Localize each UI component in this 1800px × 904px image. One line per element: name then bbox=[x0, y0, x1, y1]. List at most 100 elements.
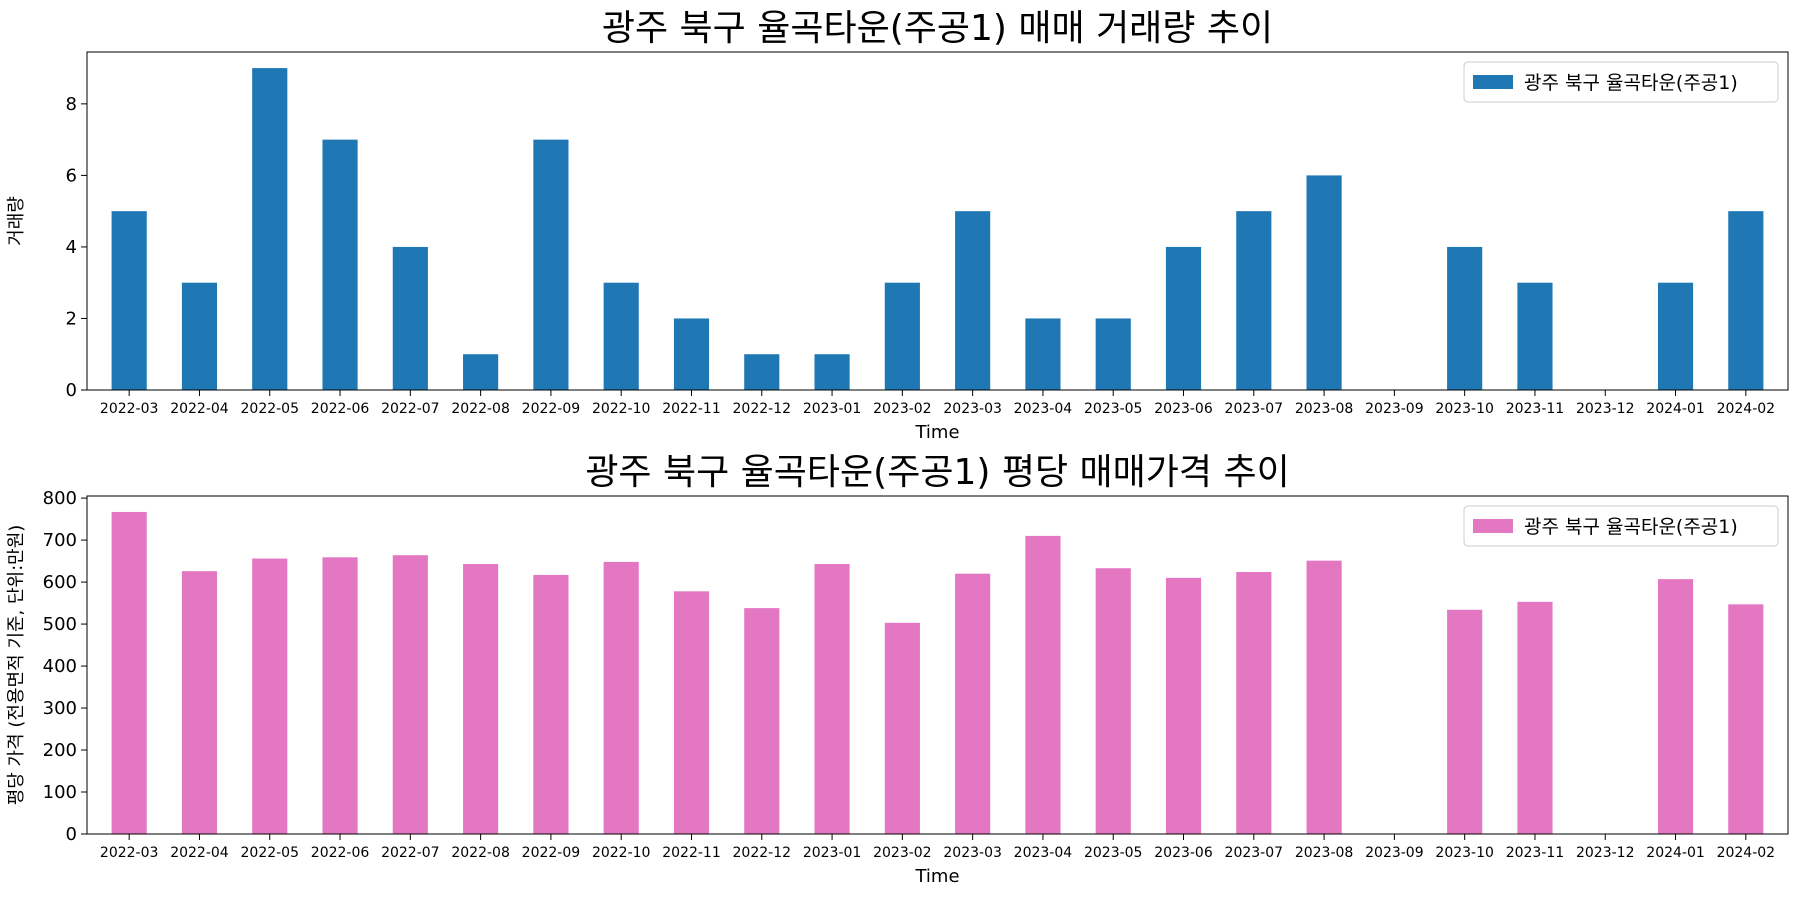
y-tick-label: 4 bbox=[66, 237, 77, 258]
x-tick-label: 2023-07 bbox=[1225, 401, 1284, 417]
bar bbox=[744, 608, 780, 834]
bar bbox=[673, 318, 710, 390]
y-tick-label: 400 bbox=[43, 656, 77, 677]
bar bbox=[533, 139, 569, 390]
bar bbox=[1095, 568, 1131, 834]
bar bbox=[1657, 282, 1694, 390]
x-tick-label: 2023-03 bbox=[943, 401, 1002, 417]
x-axis-label: Time bbox=[914, 866, 959, 887]
chart-panel-1: 광주 북구 율곡타운(주공1) 매매 거래량 추이 0 2 4 6 8 2022-03 202… bbox=[6, 8, 1789, 443]
bar bbox=[463, 564, 499, 834]
x-tick-label: 2022-08 bbox=[451, 401, 510, 417]
plot-frame bbox=[86, 495, 1789, 835]
x-tick-label: 2022-11 bbox=[662, 401, 721, 417]
x-tick-label: 2023-09 bbox=[1365, 401, 1424, 417]
bar bbox=[673, 591, 710, 834]
x-tick-label: 2023-10 bbox=[1435, 845, 1494, 861]
y-tick-label: 100 bbox=[43, 782, 77, 803]
bar bbox=[1728, 211, 1764, 390]
bar bbox=[111, 211, 147, 390]
x-tick-label: 2023-02 bbox=[873, 401, 932, 417]
chart-title: 광주 북구 율곡타운(주공1) 평당 매매가격 추이 bbox=[585, 452, 1289, 493]
x-tick-label: 2022-06 bbox=[311, 845, 370, 861]
y-tick-label: 200 bbox=[43, 740, 77, 761]
bar bbox=[1306, 175, 1342, 390]
bar bbox=[1517, 601, 1553, 834]
y-tick-label: 800 bbox=[43, 488, 77, 509]
x-tick-label: 2024-01 bbox=[1646, 401, 1705, 417]
bar bbox=[1517, 282, 1553, 390]
x-tick-label: 2022-10 bbox=[592, 845, 651, 861]
x-tick-label: 2023-02 bbox=[873, 845, 932, 861]
x-tick-label: 2024-02 bbox=[1717, 401, 1776, 417]
bar bbox=[322, 557, 358, 834]
x-tick-label: 2023-08 bbox=[1295, 845, 1354, 861]
x-tick-label: 2022-05 bbox=[241, 845, 300, 861]
legend-swatch bbox=[1473, 519, 1513, 533]
y-tick-label: 6 bbox=[66, 165, 77, 186]
x-tick-label: 2023-11 bbox=[1506, 401, 1565, 417]
x-tick-label: 2023-04 bbox=[1014, 401, 1073, 417]
bar bbox=[1095, 318, 1131, 390]
x-tick-label: 2023-12 bbox=[1576, 401, 1635, 417]
x-tick-label: 2022-03 bbox=[100, 401, 159, 417]
y-tick-label: 700 bbox=[43, 530, 77, 551]
x-tick-label: 2022-03 bbox=[100, 845, 159, 861]
x-tick-label: 2022-04 bbox=[170, 401, 229, 417]
x-tick-label: 2022-05 bbox=[241, 401, 300, 417]
bar bbox=[955, 573, 991, 834]
x-tick-label: 2024-02 bbox=[1717, 845, 1776, 861]
bar bbox=[603, 561, 639, 834]
legend-label: 광주 북구 율곡타운(주공1) bbox=[1524, 72, 1738, 94]
bar bbox=[1236, 571, 1272, 834]
x-tick-label: 2022-11 bbox=[662, 845, 721, 861]
bar bbox=[392, 555, 428, 834]
bar bbox=[111, 511, 147, 834]
bar bbox=[1236, 211, 1272, 390]
x-tick-label: 2022-09 bbox=[522, 401, 581, 417]
bar bbox=[1165, 577, 1202, 834]
legend-swatch bbox=[1473, 75, 1513, 89]
bar bbox=[814, 354, 850, 390]
chart-panel-2: 광주 북구 율곡타운(주공1) 평당 매매가격 추이 0 100 200 300 400 5… bbox=[6, 452, 1789, 887]
bar bbox=[533, 574, 569, 834]
bar bbox=[1165, 246, 1202, 390]
x-tick-label: 2023-05 bbox=[1084, 401, 1143, 417]
x-tick-label: 2023-10 bbox=[1435, 401, 1494, 417]
x-tick-label: 2023-11 bbox=[1506, 845, 1565, 861]
x-axis-label: Time bbox=[914, 422, 959, 443]
bar bbox=[955, 211, 991, 390]
plot-frame bbox=[86, 51, 1789, 391]
bar bbox=[1025, 535, 1061, 834]
x-tick-label: 2022-12 bbox=[733, 845, 792, 861]
y-tick-label: 600 bbox=[43, 572, 77, 593]
bar bbox=[744, 354, 780, 390]
x-tick-label: 2023-01 bbox=[803, 845, 862, 861]
legend-box bbox=[1463, 505, 1779, 547]
x-tick-label: 2023-09 bbox=[1365, 845, 1424, 861]
y-axis-label: 평당 가격 (전용면적 기준, 단위:만원) bbox=[6, 525, 27, 806]
x-tick-label: 2022-07 bbox=[381, 845, 440, 861]
y-tick-label: 2 bbox=[66, 308, 77, 329]
bar bbox=[884, 282, 920, 390]
x-tick-label: 2023-04 bbox=[1014, 845, 1073, 861]
bar bbox=[603, 282, 639, 390]
bar bbox=[322, 139, 358, 390]
y-tick-label: 8 bbox=[66, 94, 77, 115]
x-tick-label: 2023-05 bbox=[1084, 845, 1143, 861]
bar bbox=[1728, 604, 1764, 834]
y-tick-label: 500 bbox=[43, 614, 77, 635]
x-tick-label: 2023-01 bbox=[803, 401, 862, 417]
x-tick-label: 2022-08 bbox=[451, 845, 510, 861]
x-tick-label: 2023-06 bbox=[1154, 401, 1213, 417]
x-tick-label: 2023-06 bbox=[1154, 845, 1213, 861]
x-tick-label: 2022-07 bbox=[381, 401, 440, 417]
bar bbox=[181, 571, 218, 834]
chart-title: 광주 북구 율곡타운(주공1) 매매 거래량 추이 bbox=[602, 8, 1273, 49]
bar bbox=[884, 622, 920, 834]
legend-box bbox=[1463, 61, 1779, 103]
bar bbox=[1447, 246, 1483, 390]
legend-label: 광주 북구 율곡타운(주공1) bbox=[1524, 516, 1738, 538]
